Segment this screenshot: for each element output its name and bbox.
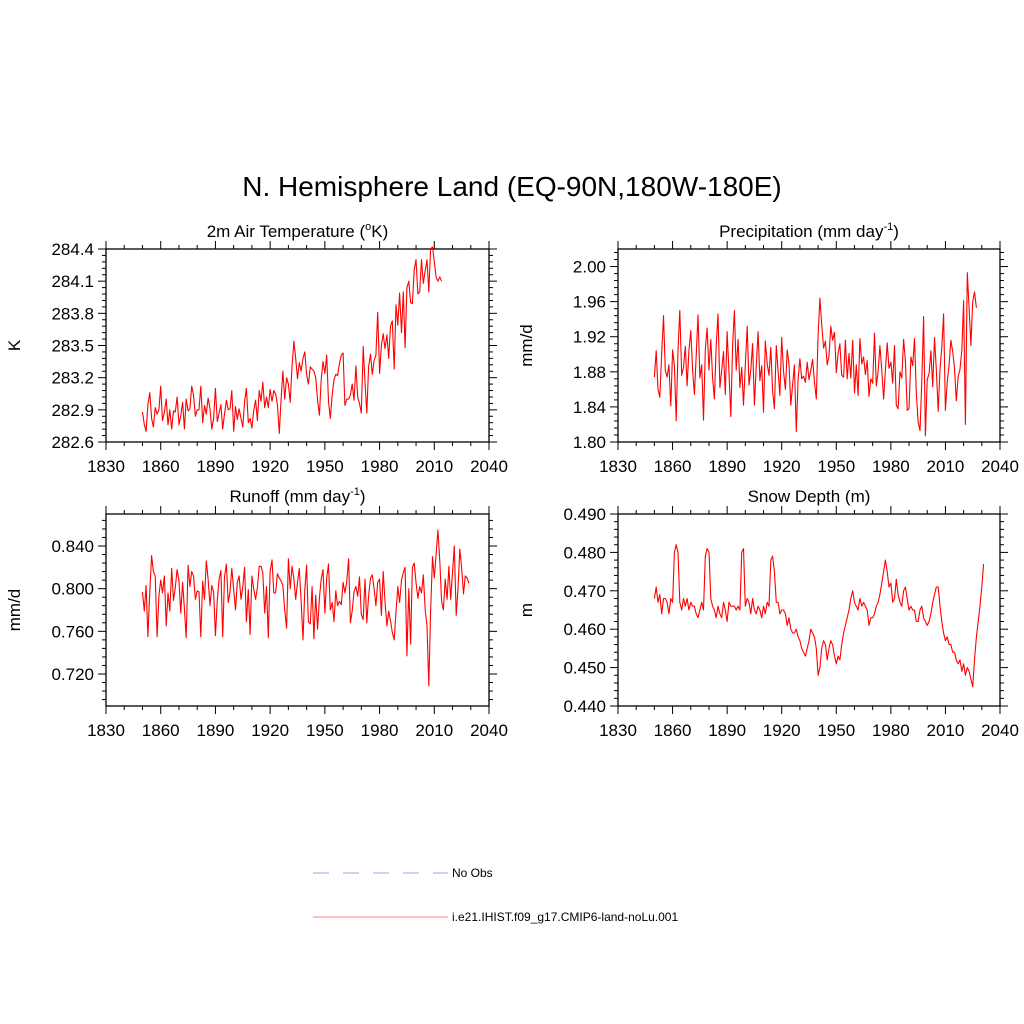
plot-frame <box>105 248 490 443</box>
panel-title-suffix: K) <box>371 222 388 241</box>
x-tick-label: 1950 <box>306 457 344 476</box>
x-tick-label: 1830 <box>599 457 637 476</box>
panel-title-runoff: Runoff (mm day-1) <box>229 486 365 506</box>
panel-title-air-temperature: 2m Air Temperature (oK) <box>207 221 389 241</box>
y-tick-label: 1.88 <box>573 363 606 382</box>
x-tick-label: 1860 <box>654 457 692 476</box>
x-tick-label: 2010 <box>927 457 965 476</box>
panel-title-sup: o <box>365 221 371 233</box>
y-axis-label: K <box>5 339 24 351</box>
x-tick-label: 2010 <box>415 721 453 740</box>
x-tick-label: 1980 <box>361 457 399 476</box>
plot-frame <box>105 513 490 707</box>
series-line-runoff <box>141 529 470 687</box>
x-tick-label: 1920 <box>251 721 289 740</box>
y-tick-label: 0.720 <box>51 665 94 684</box>
legend-label-no-obs: No Obs <box>452 866 493 880</box>
legend-label-model: i.e21.IHIST.f09_g17.CMIP6-land-noLu.001 <box>452 910 678 924</box>
y-tick-label: 283.2 <box>51 369 94 388</box>
y-tick-label: 0.450 <box>563 659 606 678</box>
y-tick-label: 0.440 <box>563 697 606 716</box>
x-tick-label: 2010 <box>927 721 965 740</box>
x-tick-label: 1980 <box>361 721 399 740</box>
y-tick-label: 284.1 <box>51 272 94 291</box>
panel-title-text: Precipitation (mm day <box>719 222 884 241</box>
y-tick-label: 0.460 <box>563 620 606 639</box>
panel-snow-depth: 1830 1860 1890 1920 1950 1980 2010 2040 0.440 0.4… <box>517 487 1019 740</box>
plot-frame <box>617 248 1001 443</box>
plot-frame <box>617 513 1001 707</box>
x-tick-label: 2010 <box>415 457 453 476</box>
panel-air-temperature: 1830 1860 1890 1920 1950 1980 2010 2040 282.6 282… <box>5 221 508 476</box>
panel-title-text: Runoff (mm day <box>229 487 350 506</box>
x-tick-label: 1980 <box>872 721 910 740</box>
y-tick-label: 0.490 <box>563 505 606 524</box>
panel-title-sup: -1 <box>883 221 893 233</box>
x-tick-label: 1890 <box>708 457 746 476</box>
panel-title-suffix: ) <box>360 487 366 506</box>
x-tick-label: 1830 <box>599 721 637 740</box>
x-tick-label: 2040 <box>470 721 508 740</box>
series-line-precipitation <box>653 272 977 437</box>
y-axis-label: mm/d <box>5 589 24 632</box>
x-tick-label: 1950 <box>817 721 855 740</box>
x-tick-label: 2040 <box>470 457 508 476</box>
x-tick-label: 1830 <box>87 457 125 476</box>
x-tick-label: 1920 <box>763 457 801 476</box>
y-tick-label: 0.760 <box>51 622 94 641</box>
x-tick-label: 2040 <box>981 721 1019 740</box>
panel-title-snow-depth: Snow Depth (m) <box>748 487 871 506</box>
y-tick-label: 0.480 <box>563 543 606 562</box>
panel-title-sup: -1 <box>350 486 360 498</box>
y-tick-label: 284.4 <box>51 240 94 259</box>
y-tick-label: 0.470 <box>563 582 606 601</box>
x-tick-label: 1860 <box>654 721 692 740</box>
panel-title-text: 2m Air Temperature ( <box>207 222 366 241</box>
y-tick-label: 1.92 <box>573 328 606 347</box>
y-tick-label: 1.96 <box>573 293 606 312</box>
x-tick-label: 1920 <box>251 457 289 476</box>
series-line-snow-depth <box>653 544 985 688</box>
x-tick-label: 1860 <box>142 721 180 740</box>
y-tick-label: 0.840 <box>51 537 94 556</box>
panel-title-text: Snow Depth (m) <box>748 487 871 506</box>
x-tick-label: 2040 <box>981 457 1019 476</box>
y-tick-label: 1.80 <box>573 433 606 452</box>
legend: No Obs i.e21.IHIST.f09_g17.CMIP6-land-no… <box>313 866 678 924</box>
panel-title-suffix: ) <box>893 222 899 241</box>
y-tick-label: 1.84 <box>573 398 606 417</box>
x-tick-label: 1920 <box>763 721 801 740</box>
x-tick-label: 1860 <box>142 457 180 476</box>
x-tick-label: 1830 <box>87 721 125 740</box>
y-tick-label: 0.800 <box>51 580 94 599</box>
panel-precipitation: 1830 1860 1890 1920 1950 1980 2010 2040 1.80 1.84… <box>517 221 1019 476</box>
y-axis-label: mm/d <box>517 324 536 367</box>
x-tick-label: 1890 <box>197 457 235 476</box>
panel-title-precipitation: Precipitation (mm day-1) <box>719 221 899 241</box>
figure-title: N. Hemisphere Land (EQ-90N,180W-180E) <box>242 171 782 202</box>
x-tick-label: 1980 <box>872 457 910 476</box>
y-tick-label: 283.5 <box>51 337 94 356</box>
panel-runoff: 1830 1860 1890 1920 1950 1980 2010 2040 0.720 0.7… <box>5 486 508 740</box>
x-tick-label: 1890 <box>708 721 746 740</box>
x-tick-label: 1950 <box>817 457 855 476</box>
x-tick-label: 1950 <box>306 721 344 740</box>
y-axis-label: m <box>517 603 536 617</box>
x-tick-label: 1890 <box>197 721 235 740</box>
series-line-air-temperature <box>141 246 443 434</box>
y-tick-label: 283.8 <box>51 304 94 323</box>
y-tick-label: 282.9 <box>51 401 94 420</box>
y-tick-label: 282.6 <box>51 433 94 452</box>
y-tick-label: 2.00 <box>573 258 606 277</box>
